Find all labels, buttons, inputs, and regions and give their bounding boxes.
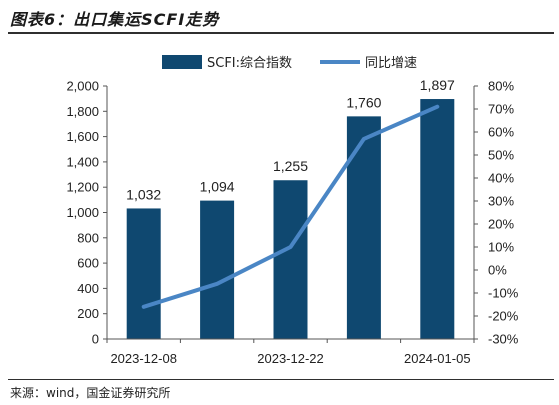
y-right-tick-label: 80% — [488, 79, 514, 94]
y-left-tick-label: 1,600 — [66, 129, 99, 144]
y-axis-left: 0 200 400 600 800 1,000 1,200 1,400 1,600 1,800 2,… — [66, 79, 108, 347]
y-left-tick-label: 1,000 — [66, 205, 99, 220]
y-right-tick-label: 60% — [488, 125, 514, 140]
y-right-tick-label: -30% — [488, 332, 519, 347]
bar — [200, 200, 235, 339]
growth-point — [363, 138, 365, 140]
scfi-chart: SCFI:综合指数 同比增速 0 200 400 600 800 1,000 1,200 1,… — [66, 55, 519, 366]
figure-title: 图表6：出口集运SCFI走势 — [10, 10, 220, 29]
y-left-tick-label: 1,200 — [66, 180, 99, 195]
bar — [273, 180, 308, 339]
growth-point — [290, 246, 291, 248]
bar-data-label: 1,760 — [346, 94, 381, 110]
legend-line-label: 同比增速 — [365, 56, 417, 71]
legend-bar-label: SCFI:综合指数 — [207, 56, 292, 71]
bar — [420, 99, 455, 339]
legend-bar-swatch — [162, 55, 202, 69]
y-left-tick-label: 1,800 — [66, 104, 99, 119]
y-left-tick-label: 1,400 — [66, 154, 99, 169]
y-left-tick-label: 200 — [77, 306, 99, 321]
y-left-tick-label: 400 — [77, 281, 99, 296]
y-axis-right: -30% -20% -10% 0% 10% 20% 30% 40% 50% 60% 70% 80% — [473, 79, 519, 347]
bar — [126, 208, 161, 339]
y-left-tick-label: 600 — [77, 256, 99, 271]
x-tick-label: 2024-01-05 — [404, 351, 471, 366]
y-right-tick-label: 50% — [488, 148, 514, 163]
bar-data-label: 1,032 — [126, 186, 161, 202]
x-tick-label: 2023-12-08 — [110, 351, 177, 366]
y-right-tick-label: 70% — [488, 102, 514, 117]
bar-data-label: 1,897 — [420, 77, 455, 93]
y-right-tick-label: -10% — [488, 286, 519, 301]
bar-series — [126, 99, 455, 339]
bar-data-label: 1,255 — [273, 158, 308, 174]
growth-point — [216, 283, 218, 285]
y-right-tick-label: 40% — [488, 171, 514, 186]
y-right-tick-label: 0% — [488, 263, 507, 278]
y-left-tick-label: 800 — [77, 230, 99, 245]
y-left-tick-label: 0 — [92, 332, 99, 347]
title-divider — [8, 32, 554, 34]
x-axis: 2023-12-08 2023-12-22 2024-01-05 — [106, 338, 475, 366]
legend: SCFI:综合指数 同比增速 — [162, 55, 417, 71]
line-series — [141, 104, 440, 309]
growth-point — [436, 106, 438, 108]
y-left-tick-label: 2,000 — [66, 79, 99, 94]
bar-data-label: 1,094 — [200, 179, 235, 195]
source-note: 来源：wind，国金证券研究所 — [10, 386, 171, 400]
footer-divider — [8, 379, 554, 380]
y-right-tick-label: 10% — [488, 240, 514, 255]
y-right-tick-label: 20% — [488, 217, 514, 232]
y-right-tick-label: -20% — [488, 309, 519, 324]
bar — [346, 116, 381, 339]
y-right-tick-label: 30% — [488, 194, 514, 209]
x-tick-label: 2023-12-22 — [257, 351, 324, 366]
growth-point — [143, 306, 145, 308]
bar-data-labels: 1,032 1,094 1,255 1,760 1,897 — [126, 77, 455, 202]
